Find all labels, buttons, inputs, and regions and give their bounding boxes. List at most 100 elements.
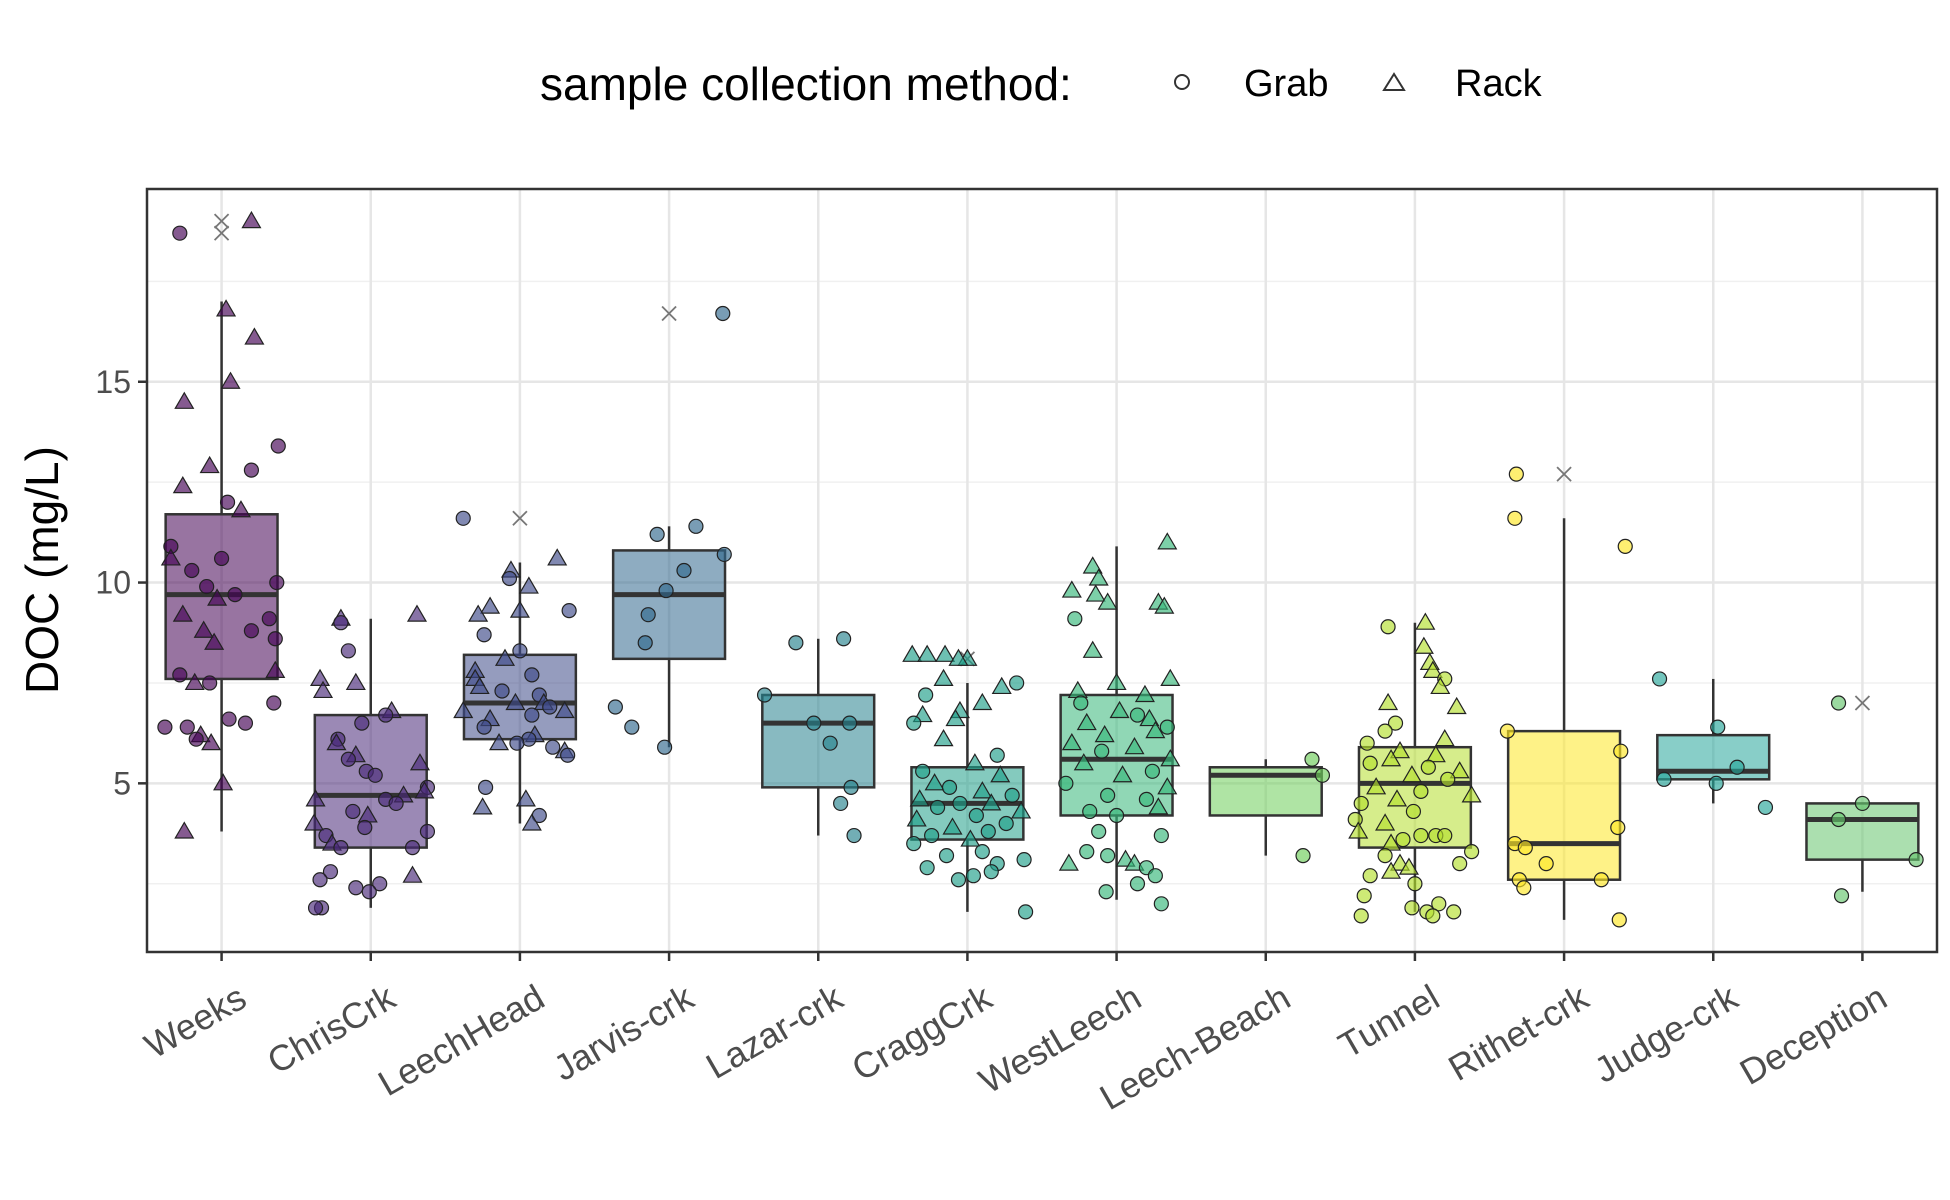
data-point-rack-tunnel [1425,745,1446,763]
data-point-rack-leechhead [505,692,526,711]
data-point-rack-westleech [1157,532,1178,550]
data-point-rack-leechhead [515,789,536,807]
data-point-rack-tunnel [1366,777,1387,795]
data-point-grab-chriscrk [340,643,356,659]
data-point-rack-leechhead [488,732,510,751]
data-point-grab-weeks [267,631,283,647]
data-point-rack-tunnel [1449,761,1470,779]
data-point-grab-lazar-crk [833,795,849,812]
data-point-grab-jarvis-crk [658,582,674,599]
data-point-grab-leechhead [561,603,577,619]
data-point-rack-westleech [1112,765,1133,783]
data-point-rack-westleech [1145,720,1166,739]
y-tick-label: 5 [113,765,131,801]
data-point-rack-leechhead [521,813,542,831]
data-point-rack-tunnel [1461,785,1482,803]
data-point-grab-craggcrk [906,715,922,731]
data-point-grab-weeks [243,623,260,639]
data-point-grab-lazar-crk [843,779,859,795]
data-point-rack-chriscrk [309,668,331,687]
data-point-grab-craggcrk [1004,787,1020,803]
legend-circle-icon [1174,74,1190,90]
data-point-grab-craggcrk [974,844,990,860]
data-point-grab-tunnel [1356,888,1372,904]
data-point-rack-leechhead [472,797,493,815]
data-point-rack-tunnel [1381,749,1402,767]
outlier-mark-jarvis-crk [661,305,677,322]
data-point-grab-westleech [1098,884,1114,900]
data-point-rack-westleech [1109,700,1130,719]
data-point-grab-chriscrk [312,872,328,888]
data-point-rack-craggcrk [972,781,993,799]
data-point-grab-lazar-crk [822,735,838,751]
y-tick-label: 15 [95,364,131,400]
data-point-grab-chriscrk [333,615,349,631]
data-point-grab-lazar-crk [756,687,773,703]
data-point-rack-leechhead [509,600,530,618]
data-point-grab-lazar-crk [806,715,822,731]
data-point-grab-leechhead [545,739,561,755]
data-point-rack-westleech [1076,712,1097,731]
data-point-grab-tunnel [1353,795,1369,812]
data-point-rack-weeks [216,299,237,317]
data-point-grab-westleech [1073,695,1089,711]
data-point-grab-leechhead [512,643,528,659]
data-point-rack-craggcrk [917,644,938,662]
data-point-rack-craggcrk [934,644,956,662]
data-point-grab-craggcrk [998,815,1014,832]
x-tick-label-lazar-crk: Lazar-crk [699,976,850,1087]
data-point-grab-westleech [1153,827,1169,844]
plot-panel-border [145,187,1939,954]
data-point-grab-deception [1833,888,1850,904]
data-point-grab-craggcrk [983,864,999,880]
data-point-rack-tunnel [1381,833,1402,851]
data-point-rack-westleech [1097,592,1118,610]
data-point-grab-westleech [1144,763,1160,779]
data-point-grab-jarvis-crk [607,699,623,715]
data-point-rack-westleech [1157,777,1178,795]
data-point-rack-craggcrk [964,753,985,771]
data-point-grab-leechhead [524,707,540,723]
data-point-grab-weeks [269,574,285,591]
data-point-grab-tunnel [1359,735,1375,751]
data-point-rack-westleech [1082,556,1103,574]
data-point-rack-weeks [241,210,262,229]
data-point-rack-leechhead [518,576,539,594]
data-point-rack-westleech [1139,708,1160,727]
outlier-mark-weeks [213,225,230,241]
data-point-grab-jarvis-crk [640,607,656,623]
data-point-rack-leechhead [468,604,489,622]
data-point-rack-westleech [1124,737,1145,755]
data-point-rack-craggcrk [924,773,945,791]
outlier-mark-deception [1854,695,1871,711]
data-point-grab-chriscrk [372,876,388,892]
data-point-rack-craggcrk [990,765,1011,783]
legend: sample collection method: Grab Rack [540,58,1543,110]
data-point-rack-craggcrk [902,644,923,662]
data-point-grab-weeks [227,586,243,603]
data-point-grab-westleech [1129,876,1146,892]
data-point-rack-weeks [184,672,205,691]
data-point-grab-westleech [1082,803,1098,820]
data-point-rack-leechhead [480,596,501,614]
data-point-grab-craggcrk [941,779,958,795]
data-point-grab-tunnel [1446,904,1462,920]
data-point-rack-weeks [193,620,214,638]
data-point-grab-leechhead [501,570,518,587]
data-point-grab-westleech [1159,719,1175,735]
data-point-grab-jarvis-crk [676,562,692,579]
x-axis: Weeks ChrisCrkLeechHeadJarvis-crkLazar-cr… [138,952,1894,1118]
outlier-mark-weeks [213,213,230,229]
data-point-rack-tunnel [1386,789,1408,807]
data-point-rack-craggcrk [906,809,927,827]
box-deception [1805,802,1920,861]
data-point-rack-westleech [1154,596,1175,614]
data-point-grab-westleech [1129,707,1146,723]
box-lazar-crk [761,693,876,789]
data-point-rack-westleech [1134,684,1155,703]
data-point-rack-westleech [1061,732,1082,751]
data-point-grab-craggcrk [965,868,981,884]
data-point-rack-chriscrk [326,732,347,751]
data-point-rack-westleech [1058,853,1079,871]
data-point-grab-jarvis-crk [637,635,653,651]
